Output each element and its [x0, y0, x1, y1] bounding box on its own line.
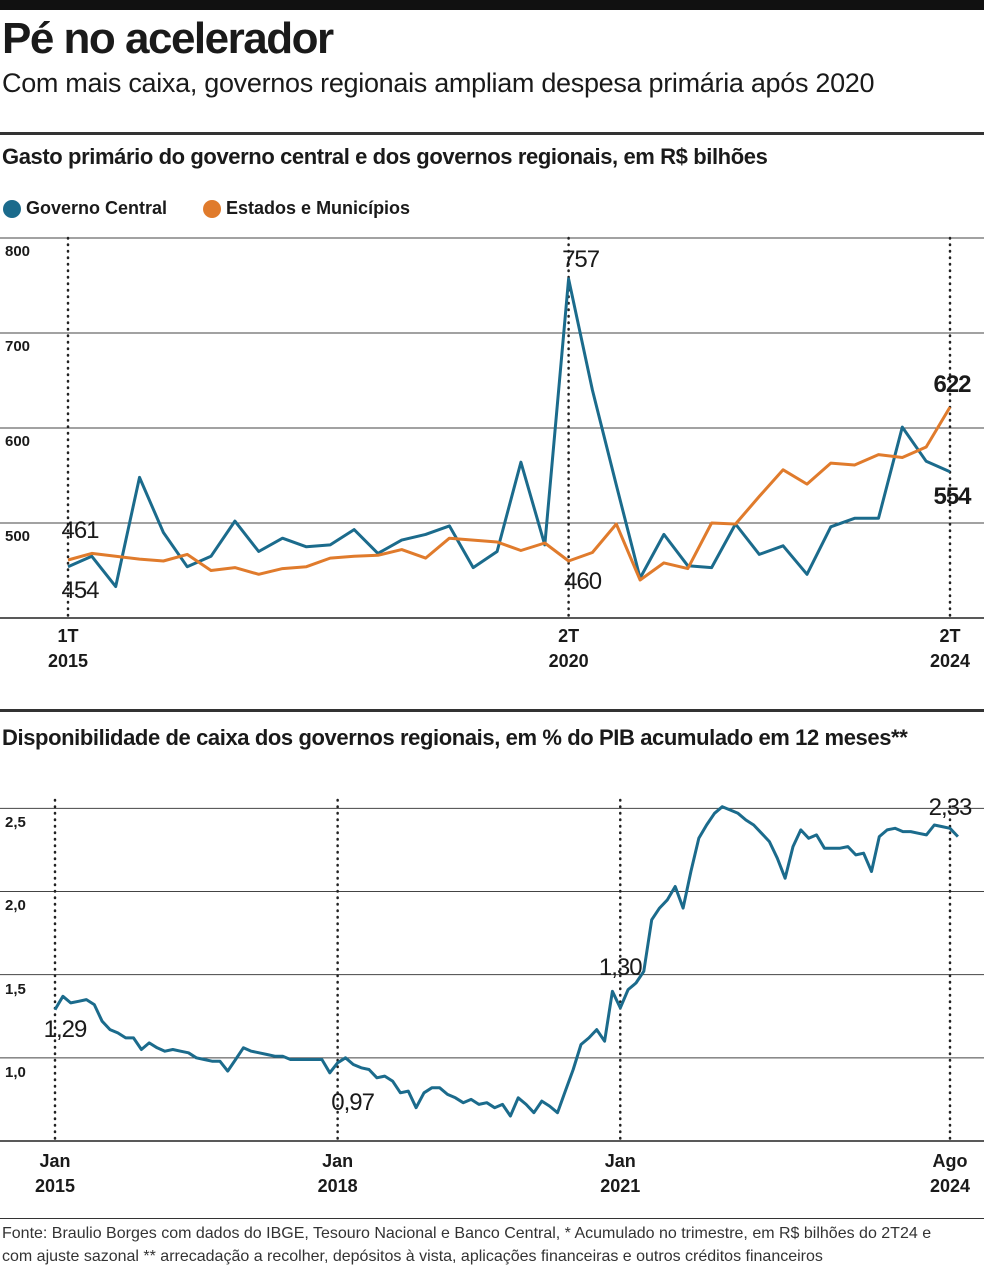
legend-swatch [3, 200, 21, 218]
y-tick-label: 700 [5, 338, 31, 355]
data-label: 2,33 [928, 794, 973, 822]
x-tick-label: Jan 2021 [600, 1151, 641, 1196]
separator [0, 709, 984, 712]
y-tick-label: 1,5 [5, 980, 26, 998]
data-label: 461 [61, 517, 99, 545]
y-tick-label: 2,5 [5, 814, 26, 832]
x-tick-label: Ago 2024 [929, 1151, 971, 1196]
separator [0, 132, 984, 135]
data-label: 454 [61, 576, 99, 604]
y-tick-label: 1,0 [5, 1063, 26, 1081]
data-line [53, 805, 959, 1118]
y-tick-label: 600 [5, 433, 31, 450]
x-tick-label: 2T 2024 [929, 626, 971, 671]
data-label: 460 [564, 568, 602, 595]
x-tick-label: 2T 2020 [548, 626, 589, 671]
page-title: Pé no acelerador [2, 14, 334, 63]
chart-title: Gasto primário do governo central e dos … [2, 144, 768, 169]
data-label: 1,30 [598, 953, 643, 981]
source-note: Fonte: Braulio Borges com dados do IBGE,… [2, 1225, 932, 1265]
legend-label: Estados e Municípios [226, 198, 411, 218]
top-bar [0, 0, 984, 10]
x-tick-label: Jan 2018 [317, 1151, 358, 1196]
page-subtitle: Com mais caixa, governos regionais ampli… [2, 68, 875, 98]
y-tick-label: 500 [5, 528, 31, 545]
data-label: 1,29 [43, 1015, 88, 1043]
data-line [67, 406, 952, 582]
legend-label: Governo Central [26, 198, 168, 218]
y-tick-label: 2,0 [5, 897, 26, 915]
separator [0, 1218, 984, 1219]
x-tick-label: 1T 2015 [47, 626, 89, 671]
y-tick-label: 800 [5, 243, 31, 260]
data-label: 757 [562, 245, 600, 273]
data-label: 0,97 [331, 1088, 375, 1116]
data-label: 554 [933, 482, 971, 510]
legend-swatch [203, 200, 222, 218]
data-label: 622 [933, 371, 971, 399]
data-line [67, 277, 951, 589]
chart-title: Disponibilidade de caixa dos governos re… [2, 725, 908, 750]
x-tick-label: Jan 2015 [34, 1151, 76, 1196]
